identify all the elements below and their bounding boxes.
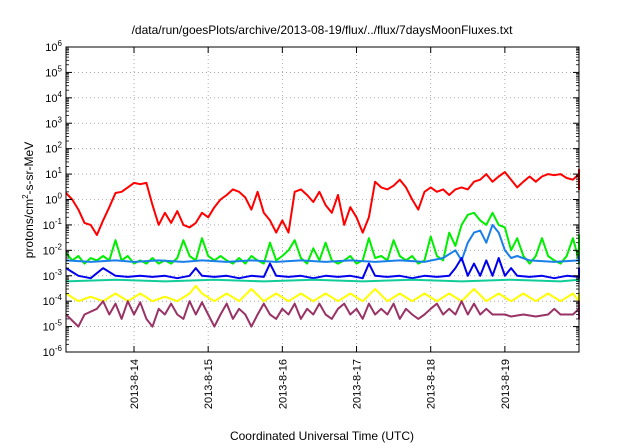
y-tick-exponent: 3 — [58, 115, 63, 124]
chart-title: /data/run/goesPlots/archive/2013-08-19/f… — [132, 23, 514, 37]
y-tick-exponent: -3 — [55, 268, 63, 277]
y-axis-label: protons/cm2-s-sr-MeV — [21, 142, 36, 258]
plot-series — [65, 168, 580, 328]
axis-ticks — [66, 46, 579, 353]
y-tick-label: 10-3 — [43, 268, 63, 283]
y-tick-label: 10-6 — [43, 344, 63, 359]
y-axis-label-suffix: -s-sr-MeV — [22, 142, 36, 195]
y-tick-label: 10-4 — [43, 293, 63, 308]
y-tick-base: 10 — [45, 195, 57, 207]
y-tick-exponent: 5 — [58, 64, 63, 73]
x-tick-label: 2013-8-15 — [203, 359, 215, 409]
y-tick-exponent: 0 — [58, 192, 63, 201]
y-tick-label: 102 — [45, 141, 62, 156]
y-tick-base: 10 — [45, 67, 57, 79]
y-tick-base: 10 — [45, 169, 57, 181]
y-tick-exponent: -2 — [55, 242, 63, 251]
y-tick-base: 10 — [45, 118, 57, 130]
y-tick-labels: 10-610-510-410-310-210-11001011021031041… — [43, 39, 63, 359]
y-tick-label: 106 — [45, 39, 62, 54]
x-tick-label: 2013-8-18 — [426, 359, 438, 409]
y-axis-label-superscript: 2 — [21, 194, 30, 199]
y-tick-base: 10 — [43, 296, 55, 308]
x-tick-label: 2013-8-19 — [500, 359, 512, 409]
series-line-5 — [65, 278, 580, 283]
x-tick-labels: 2013-8-14 2013-8-15 2013-8-16 2013-8-17 2013… — [129, 359, 512, 409]
y-tick-exponent: -6 — [55, 344, 63, 353]
y-tick-base: 10 — [43, 220, 55, 232]
y-tick-exponent: 4 — [58, 90, 63, 99]
series-line-6 — [65, 284, 580, 303]
y-tick-label: 10-2 — [43, 242, 63, 257]
y-tick-base: 10 — [43, 245, 55, 257]
y-tick-base: 10 — [45, 144, 57, 156]
y-axis-label-prefix: protons/cm — [22, 199, 36, 258]
y-tick-label: 100 — [45, 192, 62, 207]
series-line-2 — [65, 211, 580, 265]
series-line-1 — [65, 168, 580, 236]
y-tick-label: 10-5 — [43, 319, 63, 334]
y-tick-exponent: -5 — [55, 319, 63, 328]
y-tick-label: 103 — [45, 115, 62, 130]
y-tick-label: 101 — [45, 166, 62, 181]
x-tick-label: 2013-8-17 — [352, 359, 364, 409]
x-axis-label: Coordinated Universal Time (UTC) — [230, 429, 414, 443]
series-line-7 — [65, 300, 580, 328]
y-tick-base: 10 — [43, 271, 55, 283]
y-tick-label: 105 — [45, 64, 62, 79]
x-tick-label: 2013-8-16 — [277, 359, 289, 409]
series-line-3 — [65, 223, 580, 263]
y-tick-base: 10 — [45, 42, 57, 54]
y-tick-base: 10 — [45, 93, 57, 105]
y-tick-base: 10 — [43, 347, 55, 359]
y-tick-exponent: 6 — [58, 39, 63, 48]
y-tick-base: 10 — [43, 322, 55, 334]
y-tick-label: 104 — [45, 90, 62, 105]
y-tick-exponent: -4 — [55, 293, 63, 302]
y-tick-exponent: 1 — [58, 166, 63, 175]
y-tick-exponent: -1 — [55, 217, 63, 226]
y-tick-label: 10-1 — [43, 217, 63, 232]
x-tick-label: 2013-8-14 — [129, 359, 141, 409]
y-tick-exponent: 2 — [58, 141, 63, 150]
